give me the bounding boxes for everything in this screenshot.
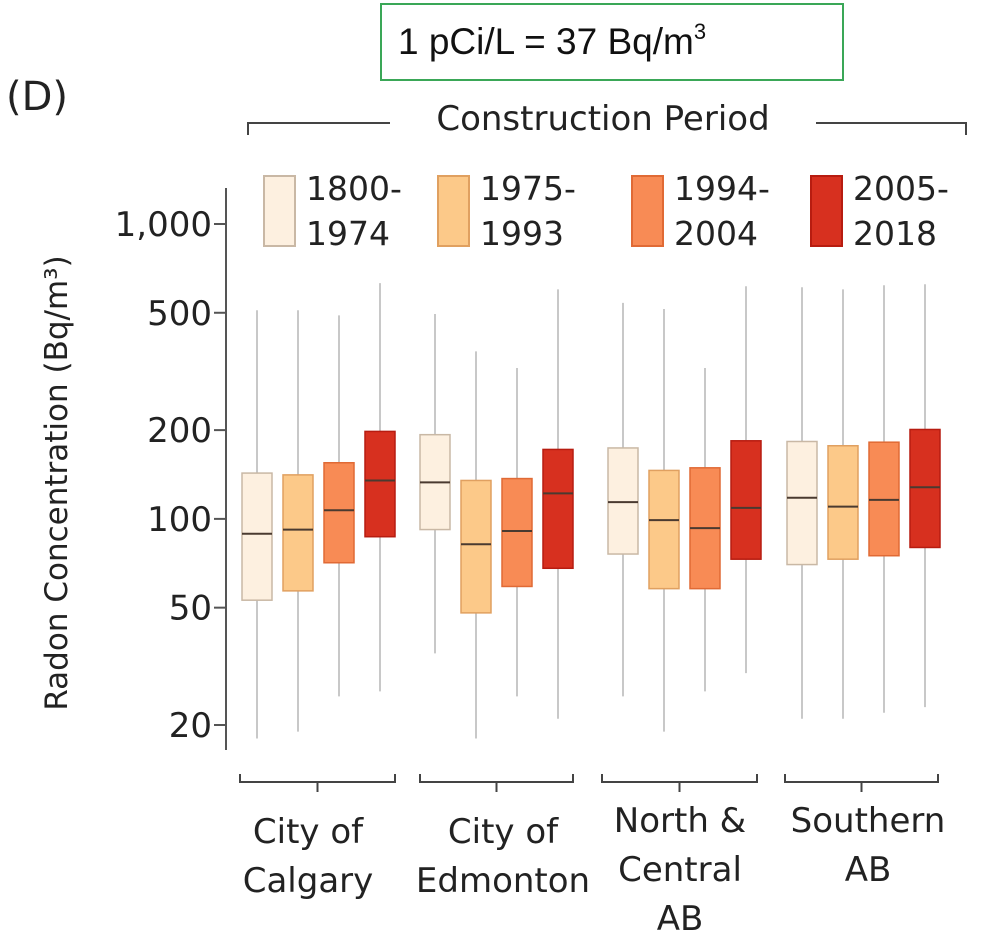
legend-label: 2004 <box>674 214 758 253</box>
legend-label: 1975- <box>480 169 576 208</box>
y-axis: 20 50 100 200 500 1,000 Radon Concentration (B… <box>39 188 227 750</box>
plot-area <box>241 283 941 739</box>
box-iqr <box>501 477 533 588</box>
y-tick-label: 200 <box>147 411 212 451</box>
y-tick-label: 1,000 <box>115 205 212 245</box>
header-bracket-right <box>816 122 967 135</box>
box-iqr <box>786 440 818 566</box>
box-iqr <box>323 462 355 564</box>
x-category-label: Southern <box>791 801 946 841</box>
box-iqr <box>827 445 859 560</box>
legend-swatch <box>263 175 296 247</box>
x-group-bracket <box>419 774 574 783</box>
x-group-bracket <box>784 774 939 783</box>
box-iqr <box>648 469 680 590</box>
legend-label: 1800- <box>306 169 402 208</box>
y-axis-label: Radon Concentration (Bq/m³) <box>39 255 75 710</box>
panel-label: (D) <box>6 74 69 120</box>
box-iqr <box>460 479 492 614</box>
x-group-bracket <box>601 774 758 783</box>
conversion-note: 1 pCi/L = 37 Bq/m3 <box>398 19 707 63</box>
x-category-label: AB <box>657 899 704 939</box>
header-bracket-left <box>247 122 390 135</box>
legend: 1800- 1974 1975- 1993 1994- 2004 2005- 2018 <box>263 169 949 253</box>
legend-swatch <box>810 175 843 247</box>
x-category-label: Calgary <box>243 861 374 901</box>
box-iqr <box>542 448 574 570</box>
box-iqr <box>282 474 314 592</box>
x-axis: City of Calgary City of Edmonton North & Cent… <box>239 774 946 939</box>
legend-swatch <box>437 175 470 247</box>
conversion-note-text: 1 pCi/L = 37 Bq/m <box>398 21 694 62</box>
x-category-label: North & <box>614 801 746 841</box>
box-iqr <box>909 428 941 549</box>
conversion-note-superscript: 3 <box>693 19 707 44</box>
x-group-bracket <box>239 774 396 783</box>
box-iqr <box>607 447 639 555</box>
legend-label: 1994- <box>674 169 770 208</box>
legend-label: 2005- <box>853 169 949 208</box>
x-category-label: AB <box>845 850 892 890</box>
x-category-label: Central <box>618 850 742 890</box>
box-iqr <box>241 472 273 601</box>
construction-period-header: Construction Period <box>247 99 967 139</box>
y-tick-label: 50 <box>169 589 212 629</box>
x-category-label: City of <box>253 812 364 852</box>
y-tick-label: 20 <box>169 706 212 746</box>
legend-label: 2018 <box>853 214 937 253</box>
x-category-label: City of <box>448 812 559 852</box>
legend-label: 1993 <box>480 214 564 253</box>
box-iqr <box>364 430 396 538</box>
y-tick-label: 500 <box>147 294 212 334</box>
legend-label: 1974 <box>306 214 390 253</box>
conversion-note-box <box>380 3 844 81</box>
y-tick-label: 100 <box>147 500 212 540</box>
x-category-label: Edmonton <box>416 861 590 901</box>
box-iqr <box>730 440 762 560</box>
legend-swatch <box>631 175 664 247</box>
header-title: Construction Period <box>436 99 769 139</box>
